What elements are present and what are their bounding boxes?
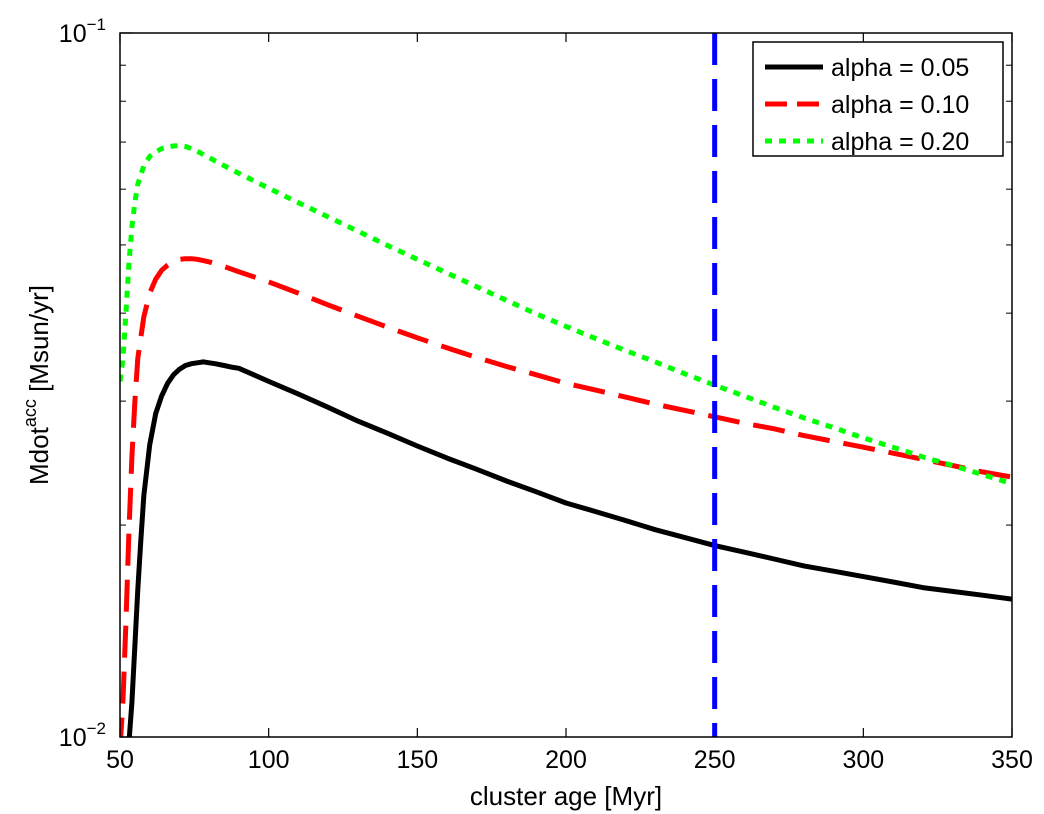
y-tick-label-exp: −2 (87, 719, 106, 738)
legend-label-3: alpha = 0.20 (831, 128, 969, 156)
y-tick-label: 10−1 (59, 15, 106, 48)
plot-frame (119, 32, 1013, 738)
y-axis-label-unit: [Msun/yr] (24, 285, 54, 399)
y-tick-label: 10−2 (59, 719, 106, 752)
series-lines (120, 143, 1012, 737)
x-tick-label: 200 (545, 746, 587, 774)
x-tick-label: 250 (694, 746, 736, 774)
y-axis-label-sup: acc (20, 399, 40, 427)
y-tick-label-exp: −1 (87, 15, 106, 34)
y-tick-label-base: 10 (59, 20, 87, 48)
series-line-1 (126, 359, 1012, 737)
legend-label-2: alpha = 0.10 (831, 91, 969, 119)
legend-box (752, 41, 1004, 157)
x-tick-label: 50 (106, 746, 134, 774)
legend-label-1: alpha = 0.05 (831, 54, 969, 82)
x-tick-label: 300 (842, 746, 884, 774)
x-tick-label: 100 (248, 746, 290, 774)
legend: alpha = 0.05 alpha = 0.10 alpha = 0.20 (752, 41, 1004, 157)
y-tick-label-base: 10 (59, 724, 87, 752)
x-axis-label: cluster age [Myr] (470, 781, 662, 811)
series-line-2 (120, 256, 1012, 737)
y-axis-label-base: Mdot (24, 426, 54, 485)
x-tick-label: 150 (396, 746, 438, 774)
y-axis-label: Mdotacc [Msun/yr] (20, 285, 54, 485)
x-tick-label: 350 (991, 746, 1033, 774)
